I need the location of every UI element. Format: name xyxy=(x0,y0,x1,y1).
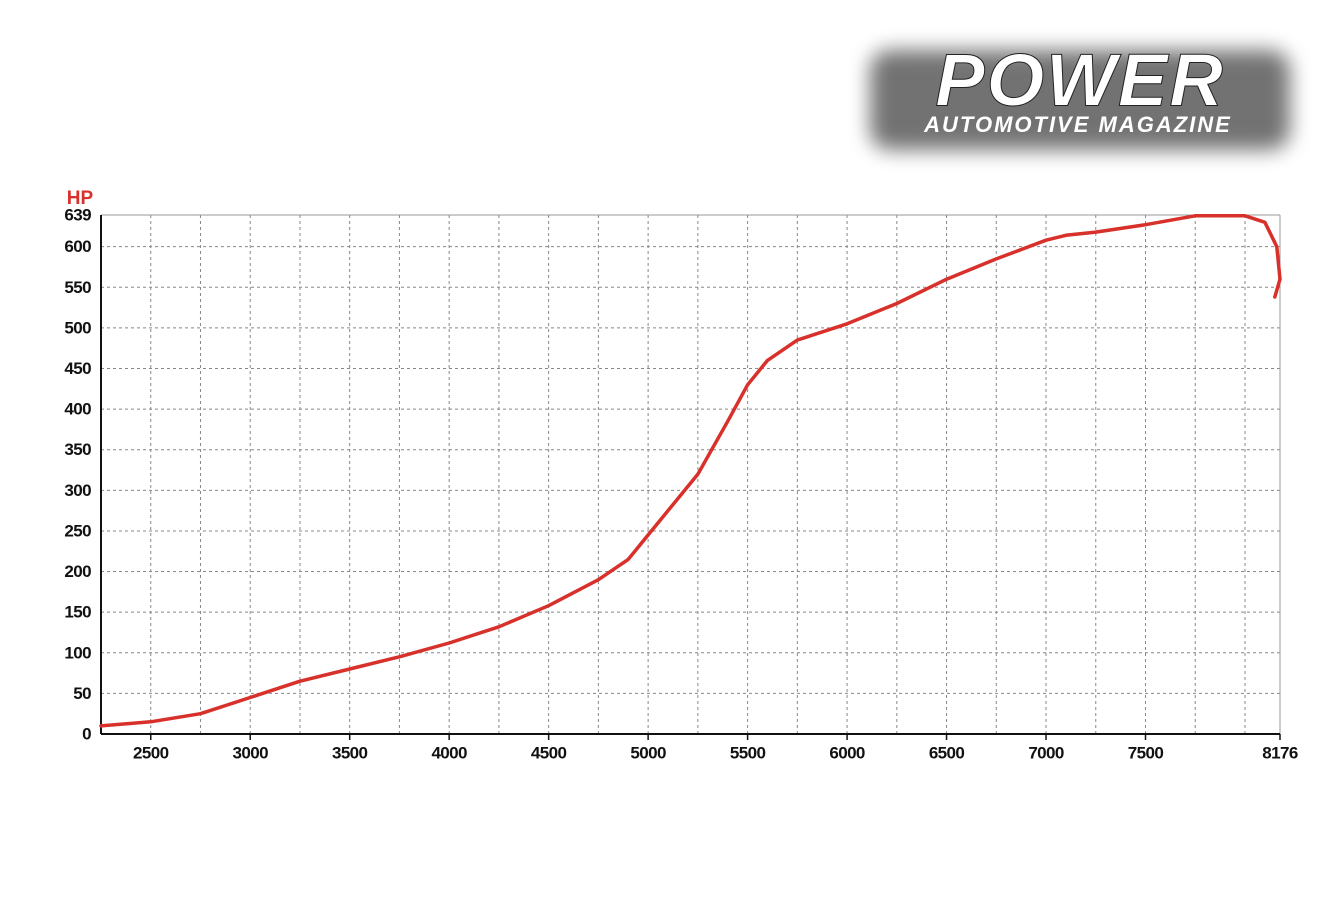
plot: 0 50 100 150 200 250 300 350 400 450 500 550 600 639 2… xyxy=(64,205,1298,762)
logo-title: POWER xyxy=(935,39,1225,122)
x-tick-label: 3000 xyxy=(233,743,269,762)
y-axis-label: HP xyxy=(67,188,94,209)
data-line xyxy=(99,214,1282,728)
x-tick-label: 4000 xyxy=(431,743,467,762)
y-tick-label: 300 xyxy=(64,481,91,500)
y-tick-label: 400 xyxy=(64,400,91,419)
y-tick-label: 500 xyxy=(64,318,91,337)
y-tick-label: 639 xyxy=(64,205,91,224)
logo-shadow xyxy=(870,50,1290,150)
x-tick-label: 3500 xyxy=(332,743,368,762)
y-tick-label: 550 xyxy=(64,278,91,297)
x-tick-label: 5000 xyxy=(630,743,666,762)
logo: POWER AUTOMOTIVE MAGAZINE xyxy=(870,38,1290,150)
x-tick-label: 6500 xyxy=(929,743,965,762)
y-tick-label: 350 xyxy=(64,440,91,459)
x-tick-label: 7500 xyxy=(1128,743,1164,762)
y-tick-label: 50 xyxy=(73,684,91,703)
x-tick-label: 2500 xyxy=(133,743,169,762)
y-tick-label: 100 xyxy=(64,643,91,662)
y-tick-label: 600 xyxy=(64,237,91,256)
x-tick-label: 7000 xyxy=(1028,743,1064,762)
y-tick-label: 200 xyxy=(64,562,91,581)
y-tick-label: 450 xyxy=(64,359,91,378)
logo-subtitle: AUTOMOTIVE MAGAZINE xyxy=(923,112,1232,137)
y-tick-label: 150 xyxy=(64,603,91,622)
x-tick-label: 8176 xyxy=(1262,743,1298,762)
x-tick-label: 5500 xyxy=(730,743,766,762)
y-tick-label: 250 xyxy=(64,521,91,540)
x-tick-label: 6000 xyxy=(829,743,865,762)
x-tick-label: 4500 xyxy=(531,743,567,762)
y-tick-label: 0 xyxy=(82,724,91,743)
